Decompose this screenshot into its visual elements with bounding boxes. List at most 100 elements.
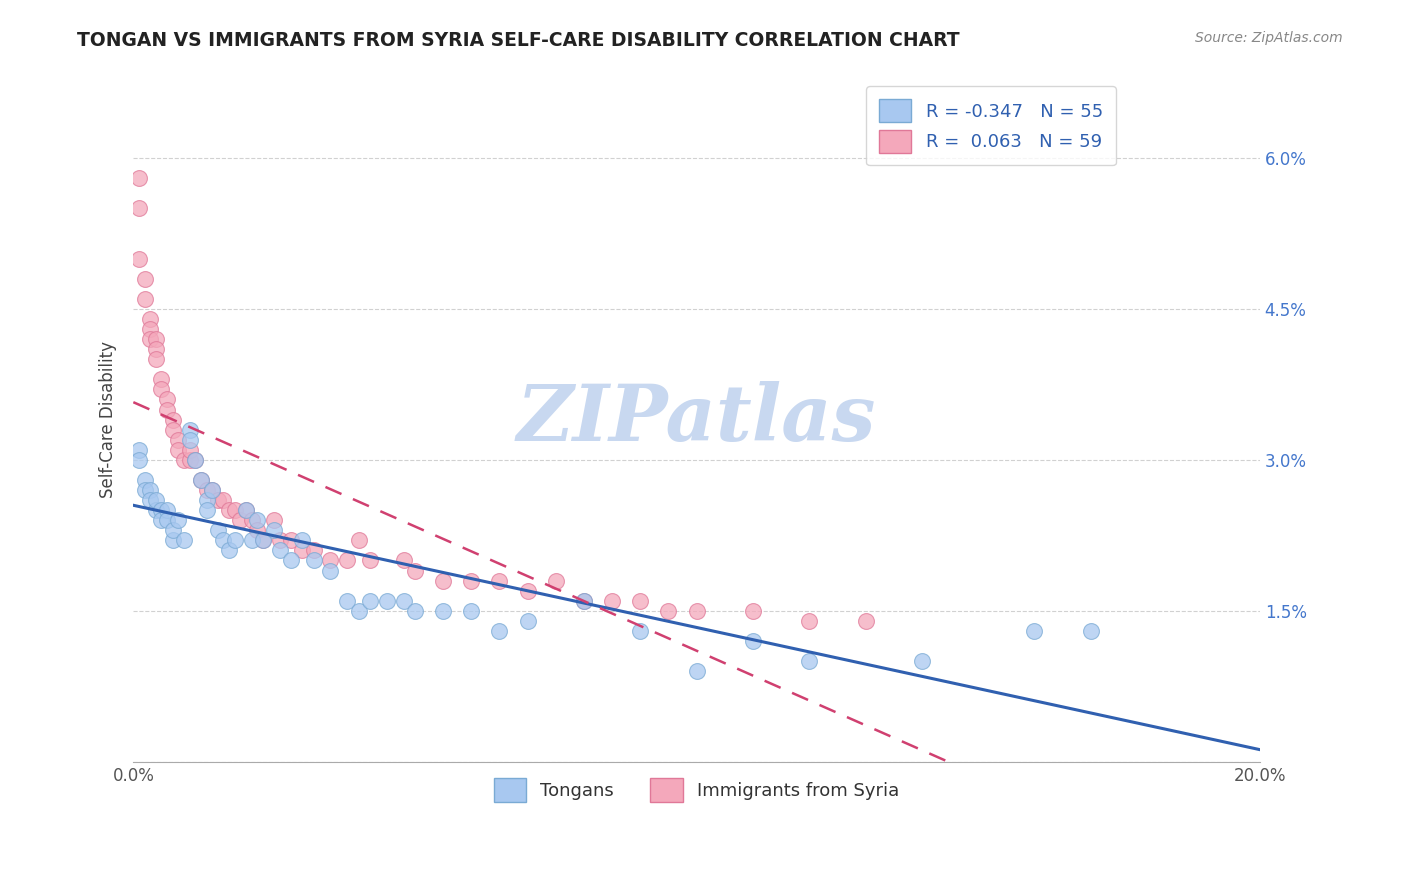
Point [516, 583, 538, 598]
Point [600, 593, 623, 607]
Text: TONGAN VS IMMIGRANTS FROM SYRIA SELF-CARE DISABILITY CORRELATION CHART: TONGAN VS IMMIGRANTS FROM SYRIA SELF-CAR… [77, 31, 960, 50]
Point [544, 574, 567, 588]
Point [162, 423, 184, 437]
Point [460, 604, 482, 618]
Point [685, 664, 707, 678]
Text: Source: ZipAtlas.com: Source: ZipAtlas.com [1195, 31, 1343, 45]
Point [212, 493, 235, 508]
Point [139, 493, 162, 508]
Point [246, 513, 269, 527]
Point [201, 483, 224, 497]
Point [488, 574, 510, 588]
Point [319, 564, 342, 578]
Point [246, 524, 269, 538]
Point [359, 553, 381, 567]
Point [179, 423, 201, 437]
Point [404, 564, 426, 578]
Point [128, 453, 150, 467]
Point [134, 271, 156, 285]
Point [302, 553, 325, 567]
Point [134, 473, 156, 487]
Point [139, 332, 162, 346]
Point [240, 533, 263, 548]
Point [799, 614, 821, 628]
Point [150, 513, 173, 527]
Point [139, 322, 162, 336]
Point [269, 543, 291, 558]
Point [291, 543, 314, 558]
Point [207, 524, 229, 538]
Point [156, 503, 179, 517]
Point [280, 553, 302, 567]
Point [224, 533, 246, 548]
Point [229, 513, 252, 527]
Y-axis label: Self-Care Disability: Self-Care Disability [100, 341, 117, 498]
Point [404, 604, 426, 618]
Point [252, 533, 274, 548]
Point [150, 372, 173, 386]
Point [240, 513, 263, 527]
Point [179, 433, 201, 447]
Point [162, 524, 184, 538]
Point [162, 412, 184, 426]
Point [173, 533, 195, 548]
Point [628, 624, 651, 638]
Point [128, 201, 150, 215]
Point [179, 453, 201, 467]
Point [173, 453, 195, 467]
Point [156, 513, 179, 527]
Point [195, 503, 218, 517]
Point [128, 442, 150, 457]
Point [269, 533, 291, 548]
Point [150, 503, 173, 517]
Point [911, 654, 934, 668]
Point [628, 593, 651, 607]
Point [212, 533, 235, 548]
Point [392, 593, 415, 607]
Point [572, 593, 595, 607]
Point [134, 292, 156, 306]
Point [218, 503, 240, 517]
Point [150, 383, 173, 397]
Point [516, 614, 538, 628]
Point [263, 513, 285, 527]
Point [167, 442, 190, 457]
Point [280, 533, 302, 548]
Point [235, 503, 257, 517]
Point [488, 624, 510, 638]
Point [195, 493, 218, 508]
Point [1024, 624, 1046, 638]
Point [392, 553, 415, 567]
Point [224, 503, 246, 517]
Point [375, 593, 398, 607]
Point [347, 533, 370, 548]
Point [235, 503, 257, 517]
Point [319, 553, 342, 567]
Point [162, 533, 184, 548]
Point [145, 332, 167, 346]
Point [167, 433, 190, 447]
Point [207, 493, 229, 508]
Point [359, 593, 381, 607]
Text: ZIPatlas: ZIPatlas [517, 382, 876, 458]
Point [139, 312, 162, 326]
Point [195, 483, 218, 497]
Point [302, 543, 325, 558]
Point [741, 634, 763, 648]
Point [460, 574, 482, 588]
Legend: Tongans, Immigrants from Syria: Tongans, Immigrants from Syria [481, 766, 912, 814]
Point [167, 513, 190, 527]
Point [156, 402, 179, 417]
Point [252, 533, 274, 548]
Point [134, 483, 156, 497]
Point [799, 654, 821, 668]
Point [432, 604, 454, 618]
Point [145, 503, 167, 517]
Point [291, 533, 314, 548]
Point [572, 593, 595, 607]
Point [741, 604, 763, 618]
Point [336, 593, 359, 607]
Point [184, 453, 207, 467]
Point [128, 252, 150, 266]
Point [218, 543, 240, 558]
